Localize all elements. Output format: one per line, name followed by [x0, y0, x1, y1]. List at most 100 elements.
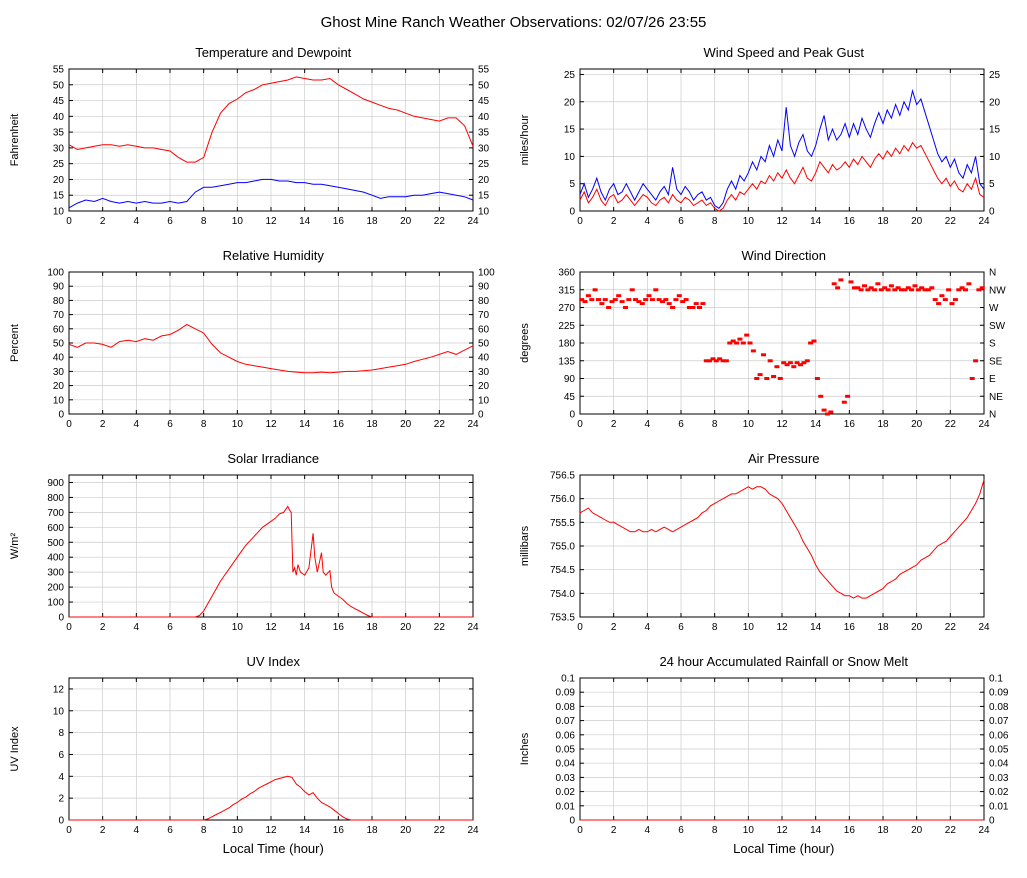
svg-text:18: 18 [366, 216, 378, 227]
svg-text:24: 24 [978, 622, 990, 633]
svg-text:20: 20 [478, 381, 490, 392]
svg-text:N: N [989, 410, 996, 421]
svg-text:12: 12 [265, 825, 277, 836]
svg-text:18: 18 [877, 216, 889, 227]
svg-text:0.08: 0.08 [989, 702, 1009, 713]
svg-text:22: 22 [434, 622, 446, 633]
svg-text:8: 8 [201, 622, 207, 633]
svg-text:0.09: 0.09 [555, 688, 575, 699]
y-axis-label: W/m² [8, 533, 21, 560]
svg-text:16: 16 [843, 419, 855, 430]
svg-text:0: 0 [58, 613, 64, 624]
svg-text:755.0: 755.0 [549, 542, 574, 553]
svg-text:16: 16 [333, 825, 345, 836]
y-axis-label: millibars [519, 526, 531, 567]
svg-text:8: 8 [711, 419, 717, 430]
y-axis-label: Fahrenheit [8, 113, 21, 167]
svg-text:24: 24 [978, 825, 990, 836]
svg-text:S: S [989, 339, 996, 350]
svg-text:6: 6 [678, 216, 684, 227]
svg-text:6: 6 [167, 419, 173, 430]
svg-text:22: 22 [944, 419, 956, 430]
svg-text:40: 40 [478, 353, 490, 364]
svg-text:180: 180 [558, 339, 575, 350]
svg-text:25: 25 [53, 159, 65, 170]
svg-text:20: 20 [563, 97, 575, 108]
chart-title: Relative Humidity [222, 248, 324, 263]
svg-text:18: 18 [366, 825, 378, 836]
svg-text:22: 22 [944, 622, 956, 633]
svg-text:35: 35 [478, 128, 490, 139]
svg-text:0: 0 [989, 816, 995, 827]
svg-text:700: 700 [47, 508, 64, 519]
svg-text:100: 100 [47, 268, 64, 279]
svg-text:2: 2 [100, 419, 106, 430]
svg-text:0: 0 [577, 622, 583, 633]
svg-text:90: 90 [53, 282, 65, 293]
svg-text:2: 2 [610, 825, 616, 836]
svg-text:755.5: 755.5 [549, 518, 574, 529]
svg-text:90: 90 [478, 282, 490, 293]
svg-text:4: 4 [644, 825, 650, 836]
svg-text:12: 12 [53, 684, 65, 695]
svg-text:10: 10 [478, 207, 490, 218]
svg-text:10: 10 [742, 419, 754, 430]
svg-text:45: 45 [478, 96, 490, 107]
svg-text:400: 400 [47, 553, 64, 564]
svg-text:12: 12 [265, 622, 277, 633]
svg-text:6: 6 [678, 622, 684, 633]
y-axis-label: UV Index [8, 726, 21, 772]
svg-text:0.07: 0.07 [989, 716, 1009, 727]
svg-text:6: 6 [678, 825, 684, 836]
svg-text:70: 70 [478, 310, 490, 321]
svg-text:18: 18 [877, 825, 889, 836]
svg-text:0: 0 [58, 816, 64, 827]
svg-text:0: 0 [577, 825, 583, 836]
svg-text:754.5: 754.5 [549, 565, 574, 576]
svg-text:756.5: 756.5 [549, 471, 574, 482]
svg-text:20: 20 [400, 216, 412, 227]
svg-text:0.02: 0.02 [989, 787, 1009, 798]
svg-text:45: 45 [53, 96, 65, 107]
solar-irradiance-plot: 0 2 4 6 8 10 12 14 16 18 20 22 240100200300400500600… [47, 474, 479, 633]
svg-text:8: 8 [711, 622, 717, 633]
svg-text:5: 5 [989, 179, 995, 190]
svg-text:12: 12 [776, 216, 788, 227]
svg-text:N: N [989, 268, 996, 279]
svg-text:35: 35 [53, 128, 65, 139]
svg-text:135: 135 [558, 356, 575, 367]
svg-text:10: 10 [989, 152, 1001, 163]
svg-text:14: 14 [810, 216, 822, 227]
svg-text:2: 2 [58, 794, 64, 805]
chart-title: Air Pressure [747, 451, 820, 466]
svg-text:30: 30 [478, 367, 490, 378]
svg-text:0.06: 0.06 [555, 730, 575, 741]
page-title: Ghost Mine Ranch Weather Observations: 0… [320, 14, 707, 31]
svg-text:18: 18 [366, 622, 378, 633]
svg-text:60: 60 [53, 324, 65, 335]
svg-text:2: 2 [610, 419, 616, 430]
chart-title: UV Index [246, 654, 300, 669]
svg-text:754.0: 754.0 [549, 589, 574, 600]
svg-text:800: 800 [47, 493, 64, 504]
x-axis-label: Local Time (hour) [222, 841, 324, 856]
svg-text:50: 50 [53, 339, 65, 350]
svg-text:10: 10 [742, 216, 754, 227]
svg-text:0.07: 0.07 [555, 716, 575, 727]
svg-text:0: 0 [569, 410, 575, 421]
svg-text:0.06: 0.06 [989, 730, 1009, 741]
svg-text:0: 0 [989, 207, 995, 218]
svg-text:45: 45 [563, 392, 575, 403]
svg-text:0: 0 [66, 216, 72, 227]
svg-text:0.02: 0.02 [555, 787, 575, 798]
svg-text:20: 20 [911, 622, 923, 633]
svg-text:500: 500 [47, 538, 64, 549]
svg-text:12: 12 [776, 419, 788, 430]
chart-wind-direction: Wind Direction degrees 0 2 4 6 8 10 12 14 16 18 20… [517, 248, 1022, 435]
svg-text:0: 0 [58, 410, 64, 421]
